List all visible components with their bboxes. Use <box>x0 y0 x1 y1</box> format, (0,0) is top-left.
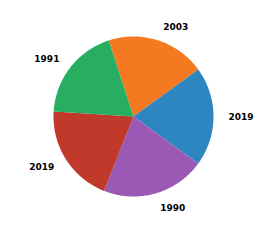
svg-text:2019: 2019 <box>228 112 253 122</box>
svg-text:1991: 1991 <box>34 54 59 64</box>
svg-text:2003: 2003 <box>163 22 188 32</box>
svg-text:2019: 2019 <box>29 162 54 172</box>
svg-text:1990: 1990 <box>160 203 185 213</box>
